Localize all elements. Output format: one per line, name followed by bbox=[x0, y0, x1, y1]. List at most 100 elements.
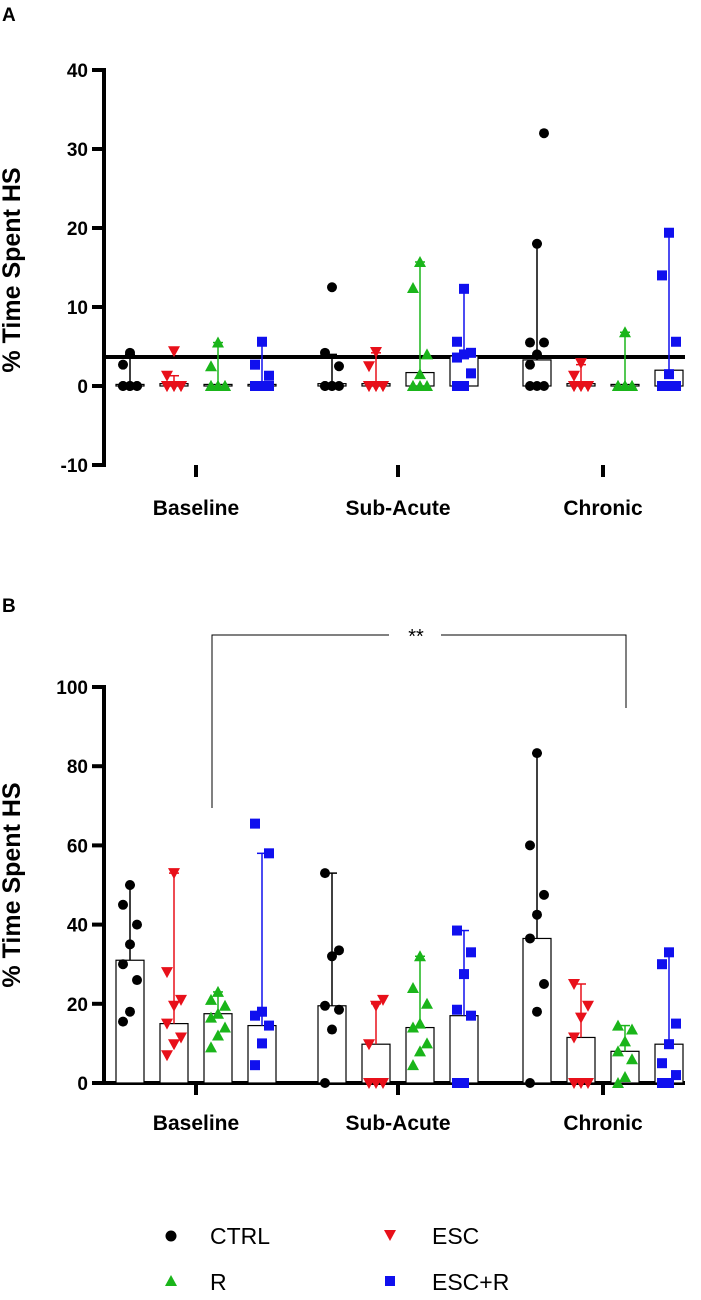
data-point bbox=[327, 951, 337, 962]
legend-label-r: R bbox=[210, 1269, 227, 1295]
data-point bbox=[466, 368, 476, 379]
data-point bbox=[264, 370, 274, 381]
data-point bbox=[459, 349, 469, 360]
data-point bbox=[407, 1021, 419, 1033]
data-point bbox=[370, 347, 382, 359]
data-point bbox=[539, 337, 549, 348]
data-point bbox=[363, 1039, 375, 1051]
data-point bbox=[377, 381, 389, 392]
y-tick-label: 0 bbox=[77, 1074, 88, 1095]
data-point bbox=[421, 348, 433, 360]
data-point bbox=[671, 336, 681, 347]
data-point bbox=[327, 282, 337, 293]
data-point bbox=[664, 947, 674, 958]
data-point bbox=[175, 381, 187, 392]
data-point bbox=[466, 947, 476, 958]
significance-label: ** bbox=[408, 626, 424, 648]
data-point bbox=[320, 1078, 330, 1088]
data-point bbox=[664, 369, 674, 380]
data-point bbox=[582, 381, 594, 392]
panel-a: A % Time Spent HS 40 30 20 10 0 -10 Baseline Sub-… bbox=[0, 5, 685, 520]
data-point bbox=[452, 925, 462, 936]
data-point bbox=[125, 381, 135, 391]
data-point bbox=[664, 1039, 674, 1050]
data-point bbox=[671, 1018, 681, 1029]
data-point bbox=[421, 380, 433, 391]
data-point bbox=[175, 1032, 187, 1044]
data-point bbox=[334, 381, 344, 391]
data-point bbox=[657, 959, 667, 970]
x-category-label: Chronic bbox=[563, 497, 643, 520]
x-category-label: Sub-Acute bbox=[346, 497, 451, 520]
legend-label-esc: ESC bbox=[432, 1223, 479, 1249]
data-point bbox=[320, 347, 330, 358]
data-point bbox=[452, 352, 462, 363]
data-point bbox=[118, 959, 128, 970]
data-point bbox=[219, 1021, 231, 1033]
data-point bbox=[118, 899, 128, 910]
bar bbox=[317, 1005, 347, 1084]
data-point bbox=[612, 1019, 624, 1031]
significance-gap bbox=[389, 625, 441, 645]
data-point bbox=[452, 1078, 462, 1088]
data-point bbox=[626, 1053, 638, 1065]
data-point bbox=[539, 889, 549, 900]
data-point bbox=[619, 326, 631, 338]
data-point bbox=[264, 1020, 274, 1031]
data-point bbox=[626, 1023, 638, 1035]
x-category-label: Chronic bbox=[563, 1112, 643, 1135]
data-point bbox=[532, 349, 542, 360]
data-point bbox=[421, 1037, 433, 1049]
data-point bbox=[219, 999, 231, 1011]
data-point bbox=[125, 939, 135, 950]
y-tick-label: -10 bbox=[61, 456, 88, 477]
x-category-label: Baseline bbox=[153, 1112, 239, 1135]
data-point bbox=[539, 979, 549, 989]
y-tick-label: 40 bbox=[67, 916, 88, 937]
significance-bracket bbox=[211, 634, 627, 808]
data-point bbox=[414, 1017, 426, 1029]
data-point bbox=[452, 336, 462, 347]
data-point bbox=[466, 347, 476, 358]
data-point bbox=[575, 1012, 587, 1024]
data-point bbox=[568, 370, 580, 382]
panel-label: B bbox=[2, 596, 16, 617]
x-category-label: Sub-Acute bbox=[346, 1112, 451, 1135]
bar bbox=[566, 1036, 596, 1084]
data-point bbox=[421, 997, 433, 1009]
data-point bbox=[525, 381, 535, 391]
data-point bbox=[619, 1035, 631, 1047]
data-point bbox=[525, 840, 535, 851]
data-point bbox=[212, 1007, 224, 1019]
data-point bbox=[575, 358, 587, 370]
data-point bbox=[532, 238, 542, 249]
data-point bbox=[205, 360, 217, 372]
data-point bbox=[250, 359, 260, 370]
y-tick-label: 30 bbox=[67, 140, 88, 161]
data-point bbox=[414, 255, 426, 267]
data-point bbox=[125, 880, 135, 890]
data-point bbox=[525, 337, 535, 348]
legend-marker-esc bbox=[384, 1230, 396, 1241]
legend-marker-r bbox=[165, 1275, 177, 1286]
data-point bbox=[582, 1000, 594, 1012]
data-point bbox=[327, 381, 337, 391]
data-point bbox=[168, 868, 180, 880]
data-point bbox=[664, 381, 674, 391]
bar bbox=[449, 1015, 479, 1084]
data-point bbox=[612, 1077, 624, 1088]
data-point bbox=[568, 1032, 580, 1044]
data-point bbox=[168, 1039, 180, 1051]
data-point bbox=[250, 381, 260, 391]
x-category-label: Baseline bbox=[153, 497, 239, 520]
data-point bbox=[250, 1060, 260, 1071]
data-point bbox=[132, 919, 142, 930]
data-point bbox=[257, 1038, 267, 1049]
data-point bbox=[125, 1006, 135, 1017]
data-point bbox=[407, 981, 419, 993]
data-point bbox=[532, 381, 542, 391]
data-point bbox=[525, 1078, 535, 1088]
data-point bbox=[657, 1058, 667, 1069]
data-point bbox=[532, 1006, 542, 1017]
